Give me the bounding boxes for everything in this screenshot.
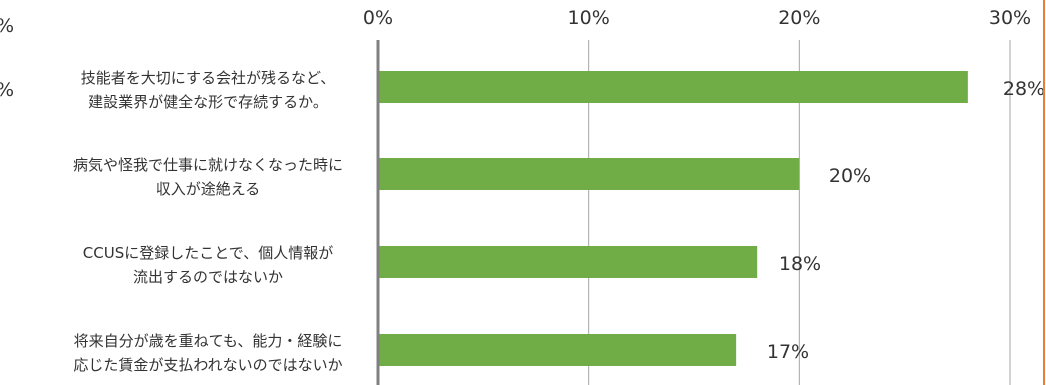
x-tick-label: 10% (568, 7, 610, 29)
data-label: 17% (767, 341, 809, 363)
category-label: 病気や怪我で仕事に就けなくなった時に (73, 156, 343, 174)
x-tick-label: 0% (363, 7, 393, 29)
category-label: 将来自分が歳を重ねても、能力・経験に (74, 332, 343, 350)
bar (379, 334, 737, 366)
data-label: 20% (829, 165, 871, 187)
x-tick-label: 30% (989, 7, 1031, 29)
category-label: 収入が途絶える (156, 180, 261, 198)
bar (379, 246, 758, 278)
x-tick-label: 20% (778, 7, 820, 29)
category-label: 応じた賃金が支払われないのではないか (73, 356, 342, 374)
category-label: 流出するのではないか (133, 268, 283, 286)
cropped-tick-label: % (0, 15, 14, 37)
bar (379, 71, 968, 103)
category-label: 技能者を大切にする会社が残るなど、 (81, 69, 335, 87)
data-label: 28% (1003, 78, 1045, 100)
category-label: 建設業界が健全な形で存続するか。 (88, 93, 328, 111)
cropped-tick-label: % (0, 79, 14, 101)
bar (379, 158, 800, 190)
data-label: 18% (779, 253, 821, 275)
category-label: CCUSに登録したことで、個人情報が (83, 244, 333, 262)
